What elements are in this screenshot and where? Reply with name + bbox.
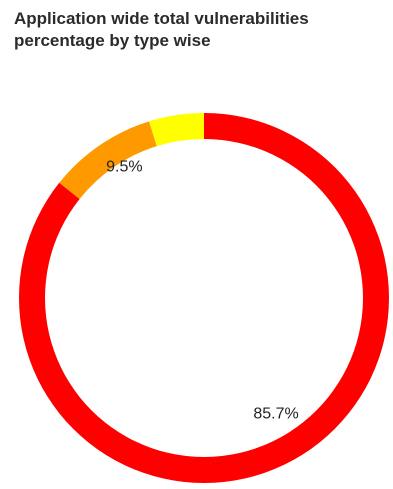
- chart-title: Application wide total vulnerabilities p…: [14, 9, 309, 50]
- donut-value-labels: 85.7% 9.5%: [106, 159, 299, 423]
- slice-value-label-1: 85.7%: [253, 406, 298, 423]
- donut-slices: [19, 113, 389, 483]
- slice-value-label-2: 9.5%: [106, 159, 142, 176]
- donut-slice-3[interactable]: [149, 113, 204, 147]
- donut-slice-2[interactable]: [59, 121, 157, 199]
